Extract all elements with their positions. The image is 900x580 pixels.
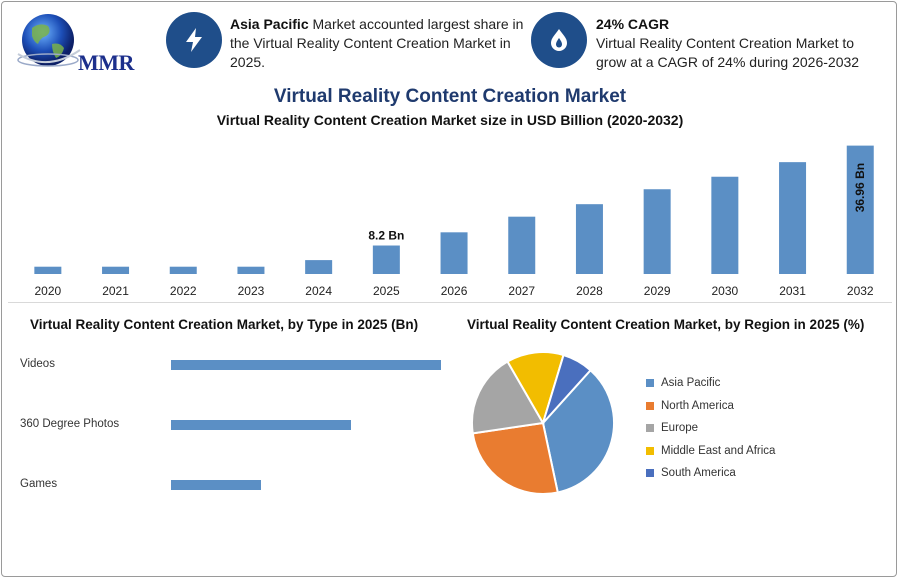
bar-2028 (575, 204, 603, 274)
asia-pacific-info: Asia Pacific Market accounted largest sh… (230, 15, 525, 72)
x-tick-2020: 2020 (34, 284, 61, 298)
market-size-bar-chart: 2020 2021 2022 2023 2024 2025 8.2 Bn 2026 2027 20… (34, 145, 874, 298)
x-tick-2030: 2030 (711, 284, 738, 298)
type-bar-games (171, 480, 261, 490)
x-tick-2021: 2021 (102, 284, 129, 298)
x-tick-2032: 2032 (847, 284, 874, 298)
x-tick-2024: 2024 (305, 284, 332, 298)
pie-slice-asia-pacific (541, 368, 615, 494)
region-pie-chart (471, 351, 615, 495)
asia-pacific-highlight: Asia Pacific (230, 16, 309, 32)
type-label-videos: Videos (20, 358, 55, 370)
region-chart-title: Virtual Reality Content Creation Market,… (467, 317, 865, 332)
type-label-360-degree-photos: 360 Degree Photos (20, 418, 120, 430)
legend-item-asia-pacific: Asia Pacific (646, 372, 775, 395)
type-bar-360-degree-photos (171, 420, 351, 430)
logo-text: MMR (78, 50, 134, 75)
globe-icon (17, 14, 81, 67)
main-title: Virtual Reality Content Creation Market (273, 86, 627, 107)
x-tick-2027: 2027 (508, 284, 535, 298)
bar-2023 (237, 266, 265, 274)
data-label-2025: 8.2 Bn (368, 229, 404, 243)
x-tick-2031: 2031 (779, 284, 806, 298)
bar-chart-title: Virtual Reality Content Creation Market … (216, 112, 684, 128)
x-tick-2029: 2029 (644, 284, 671, 298)
asia-pacific-text: Market accounted largest share in the Vi… (230, 16, 524, 70)
legend-label-north-america: North America (661, 399, 734, 412)
type-chart-title: Virtual Reality Content Creation Market,… (30, 317, 419, 332)
cagr-info: 24% CAGR Virtual Reality Content Creatio… (596, 15, 866, 72)
legend-item-north-america: North America (646, 395, 775, 418)
legend-label-europe: Europe (661, 422, 699, 435)
legend-swatch-europe (646, 424, 654, 433)
section-divider (8, 302, 892, 303)
legend-item-middle-east-and-africa: Middle East and Africa (646, 440, 775, 463)
x-tick-2026: 2026 (441, 284, 468, 298)
bar-2032 (846, 145, 874, 274)
legend-item-south-america: South America (646, 462, 775, 485)
pie-slice-south-america (542, 353, 592, 424)
legend-label-south-america: South America (661, 467, 736, 480)
bar-2024 (305, 260, 333, 274)
pie-slice-north-america (471, 421, 559, 495)
x-tick-2025: 2025 (373, 284, 400, 298)
bar-2021 (102, 266, 130, 274)
lightning-icon (166, 12, 222, 68)
type-label-games: Games (20, 478, 58, 490)
x-tick-2022: 2022 (170, 284, 197, 298)
mmr-logo: MMR (14, 10, 144, 78)
cagr-text: Virtual Reality Content Creation Market … (596, 35, 860, 70)
cagr-title: 24% CAGR (596, 16, 670, 32)
legend-swatch-middle-east-and-africa (646, 446, 654, 455)
legend-swatch-asia-pacific (646, 379, 654, 388)
bar-2022 (169, 266, 197, 274)
region-legend: Asia Pacific North America Europe Middle Ea… (646, 372, 775, 485)
legend-label-middle-east-and-africa: Middle East and Africa (661, 444, 776, 457)
legend-swatch-south-america (646, 469, 654, 478)
legend-swatch-north-america (646, 401, 654, 410)
legend-item-europe: Europe (646, 417, 775, 440)
flame-drop-icon (531, 12, 587, 68)
pie-slice-middle-east-and-africa (506, 351, 565, 426)
x-tick-2023: 2023 (238, 284, 265, 298)
bar-2030 (711, 176, 739, 274)
bar-2025 (372, 245, 400, 274)
pie-slice-europe (471, 360, 545, 435)
legend-label-asia-pacific: Asia Pacific (661, 377, 721, 390)
bar-2031 (779, 162, 807, 274)
bar-2029 (643, 189, 671, 274)
bar-2027 (508, 216, 536, 274)
x-tick-2028: 2028 (576, 284, 603, 298)
bar-2020 (34, 266, 62, 274)
type-bar-videos (171, 360, 441, 370)
bar-2026 (440, 232, 468, 274)
data-label-2032: 36.96 Bn (853, 163, 867, 212)
